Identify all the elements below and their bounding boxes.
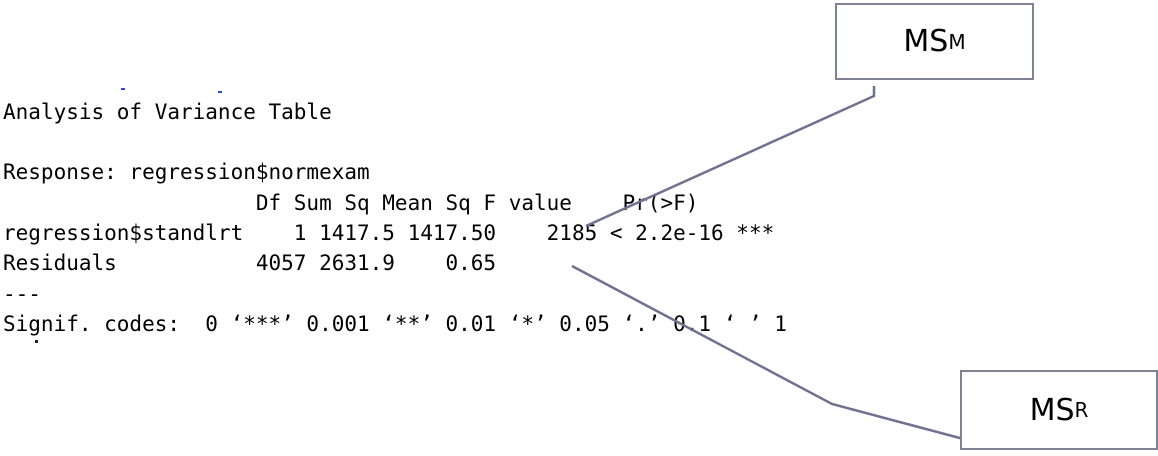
r-console-output: Analysis of Variance Table Response: reg… — [3, 0, 963, 456]
response-line: Response: regression$normexam — [3, 160, 370, 184]
signif-codes-line: Signif. codes: 0 ‘***’ 0.001 ‘**’ 0.01 ‘… — [3, 312, 787, 336]
callout-ms-model-main: MS — [903, 24, 949, 59]
table-row-residuals: Residuals 4057 2631.9 0.65 — [3, 251, 775, 275]
table-row-regression: regression$standlrt 1 1417.5 1417.50 218… — [3, 221, 775, 245]
anova-title: Analysis of Variance Table — [3, 100, 332, 124]
stray-mark — [218, 91, 222, 93]
table-header: Df Sum Sq Mean Sq F value Pr(>F) — [3, 191, 749, 215]
callout-ms-model: MS M — [835, 3, 1034, 80]
callout-ms-residual: MS R — [960, 370, 1158, 450]
stray-dot — [35, 340, 38, 343]
stray-mark — [121, 88, 125, 90]
callout-ms-residual-main: MS — [1029, 392, 1075, 428]
separator-line: --- — [3, 282, 41, 306]
